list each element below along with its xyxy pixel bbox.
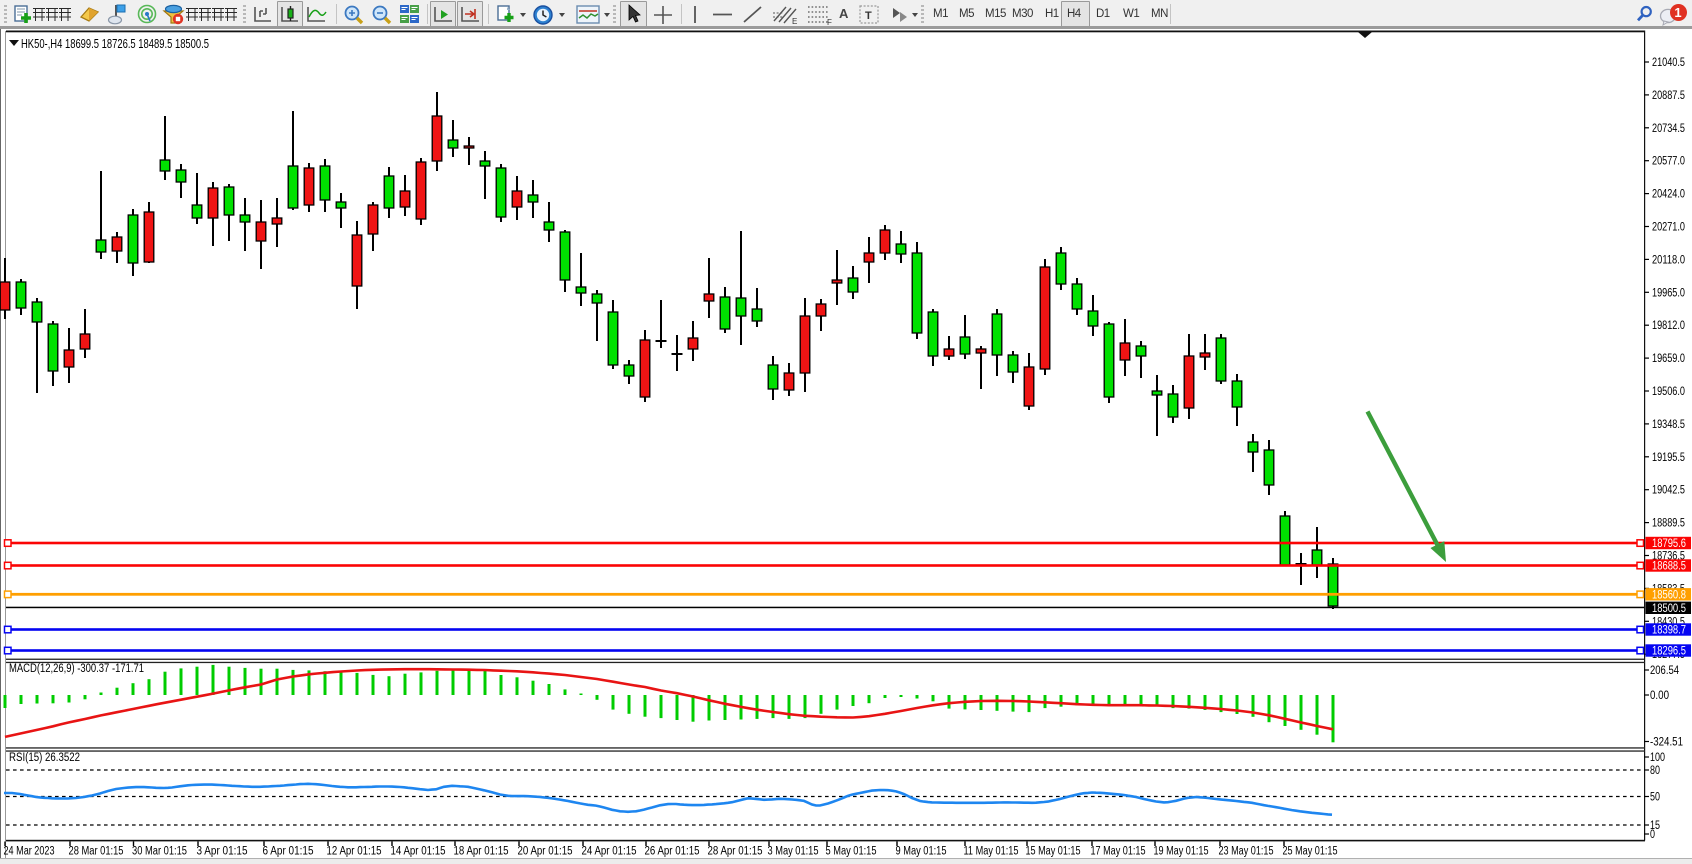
svg-text:20271.0: 20271.0 xyxy=(1652,222,1685,234)
svg-text:0: 0 xyxy=(1650,829,1655,841)
svg-text:20734.5: 20734.5 xyxy=(1652,123,1685,135)
svg-text:100: 100 xyxy=(1650,752,1665,764)
svg-text:9 May 01:15: 9 May 01:15 xyxy=(896,846,947,858)
svg-text:3 May 01:15: 3 May 01:15 xyxy=(768,846,819,858)
svg-text:0.00: 0.00 xyxy=(1650,690,1669,702)
svg-text:28 Mar 01:15: 28 Mar 01:15 xyxy=(69,846,124,858)
svg-text:20577.0: 20577.0 xyxy=(1652,156,1685,168)
svg-text:19506.0: 19506.0 xyxy=(1652,386,1685,398)
svg-text:18560.8: 18560.8 xyxy=(1652,589,1686,601)
svg-text:20424.0: 20424.0 xyxy=(1652,189,1685,201)
svg-text:19348.5: 19348.5 xyxy=(1652,419,1685,431)
svg-text:MACD(12,26,9) -300.37 -171.71: MACD(12,26,9) -300.37 -171.71 xyxy=(9,663,144,675)
svg-text:18398.7: 18398.7 xyxy=(1652,625,1686,637)
svg-text:23 May 01:15: 23 May 01:15 xyxy=(1219,846,1274,858)
svg-text:11 May 01:15: 11 May 01:15 xyxy=(964,846,1019,858)
svg-text:21040.5: 21040.5 xyxy=(1652,57,1685,69)
svg-text:26 Apr 01:15: 26 Apr 01:15 xyxy=(645,846,700,858)
svg-text:14 Apr 01:15: 14 Apr 01:15 xyxy=(391,846,446,858)
svg-text:15: 15 xyxy=(1650,820,1660,832)
svg-text:206.54: 206.54 xyxy=(1650,665,1679,677)
svg-text:19965.0: 19965.0 xyxy=(1652,287,1685,299)
svg-text:3 Apr 01:15: 3 Apr 01:15 xyxy=(197,846,248,858)
svg-text:18688.5: 18688.5 xyxy=(1652,561,1686,573)
svg-text:24 Apr 01:15: 24 Apr 01:15 xyxy=(582,846,637,858)
svg-text:E: E xyxy=(792,17,797,26)
svg-text:6 Apr 01:15: 6 Apr 01:15 xyxy=(263,846,314,858)
svg-text:19 May 01:15: 19 May 01:15 xyxy=(1154,846,1209,858)
svg-text:50: 50 xyxy=(1650,792,1660,804)
svg-text:20 Apr 01:15: 20 Apr 01:15 xyxy=(518,846,573,858)
svg-text:20887.5: 20887.5 xyxy=(1652,90,1685,102)
svg-text:19042.5: 19042.5 xyxy=(1652,485,1685,497)
svg-text:HK50-,H4 18699.5 18726.5 1848: HK50-,H4 18699.5 18726.5 18489.5 18500.5 xyxy=(21,37,209,51)
svg-text:19195.5: 19195.5 xyxy=(1652,452,1685,464)
svg-text:80: 80 xyxy=(1650,765,1660,777)
svg-text:15 May 01:15: 15 May 01:15 xyxy=(1026,846,1081,858)
svg-text:5 May 01:15: 5 May 01:15 xyxy=(826,846,877,858)
svg-text:-324.51: -324.51 xyxy=(1650,737,1683,749)
svg-text:20118.0: 20118.0 xyxy=(1652,254,1685,266)
svg-text:18500.5: 18500.5 xyxy=(1652,603,1686,615)
svg-text:RSI(15) 26.3522: RSI(15) 26.3522 xyxy=(9,752,80,764)
svg-text:T: T xyxy=(865,10,872,22)
svg-text:12 Apr 01:15: 12 Apr 01:15 xyxy=(327,846,382,858)
svg-text:18 Apr 01:15: 18 Apr 01:15 xyxy=(454,846,509,858)
svg-text:30 Mar 01:15: 30 Mar 01:15 xyxy=(132,846,187,858)
svg-text:17 May 01:15: 17 May 01:15 xyxy=(1091,846,1146,858)
svg-text:F: F xyxy=(827,18,832,26)
svg-text:28 Apr 01:15: 28 Apr 01:15 xyxy=(708,846,763,858)
svg-text:24 Mar 2023: 24 Mar 2023 xyxy=(4,846,55,858)
svg-text:25 May 01:15: 25 May 01:15 xyxy=(1283,846,1338,858)
svg-text:18795.6: 18795.6 xyxy=(1652,538,1686,550)
svg-text:19812.0: 19812.0 xyxy=(1652,320,1685,332)
svg-text:18296.5: 18296.5 xyxy=(1652,646,1686,658)
svg-text:19659.0: 19659.0 xyxy=(1652,353,1685,365)
svg-text:18889.5: 18889.5 xyxy=(1652,518,1685,530)
